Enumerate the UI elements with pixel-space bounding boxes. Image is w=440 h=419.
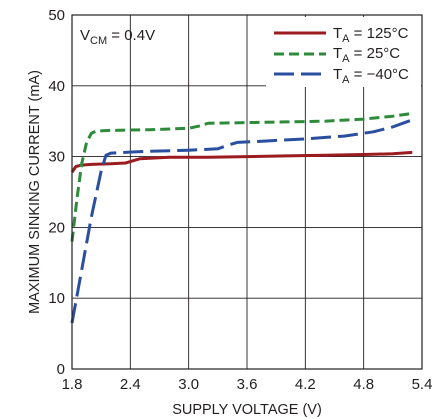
legend-label-0: TA = 125°C <box>333 25 409 45</box>
x-tick-label: 4.2 <box>295 376 316 393</box>
y-tick-labels: 0 10 20 30 40 50 <box>48 7 65 378</box>
x-tick-label: 3.0 <box>178 376 199 393</box>
series-lines <box>70 111 413 324</box>
x-tick-label: 2.4 <box>120 376 141 393</box>
x-axis-label: SUPPLY VOLTAGE (V) <box>172 402 322 418</box>
annotation-vcm: VCM = 0.4V <box>80 27 155 47</box>
y-tick-label: 20 <box>48 219 65 236</box>
legend-label-1: TA = 25°C <box>333 45 400 65</box>
series-line-0 <box>70 150 413 174</box>
x-tick-label: 5.4 <box>412 376 433 393</box>
y-tick-label: 10 <box>48 290 65 307</box>
series-line-2 <box>70 118 413 324</box>
series-line-1 <box>70 111 413 242</box>
y-tick-label: 0 <box>57 361 65 378</box>
x-tick-label: 3.6 <box>237 376 258 393</box>
plot-frame <box>71 14 423 370</box>
y-tick-label: 40 <box>48 78 65 95</box>
y-tick-label: 30 <box>48 149 65 166</box>
legend: TA = 125°C TA = 25°C TA = −40°C <box>266 17 421 87</box>
x-tick-labels: 1.8 2.4 3.0 3.6 4.2 4.8 5.4 <box>62 376 433 393</box>
x-tick-label: 1.8 <box>62 376 83 393</box>
legend-label-2: TA = −40°C <box>333 66 409 86</box>
y-tick-label: 50 <box>48 7 65 24</box>
y-axis-label: MAXIMUM SINKING CURRENT (mA) <box>27 70 43 314</box>
x-tick-label: 4.8 <box>353 376 374 393</box>
